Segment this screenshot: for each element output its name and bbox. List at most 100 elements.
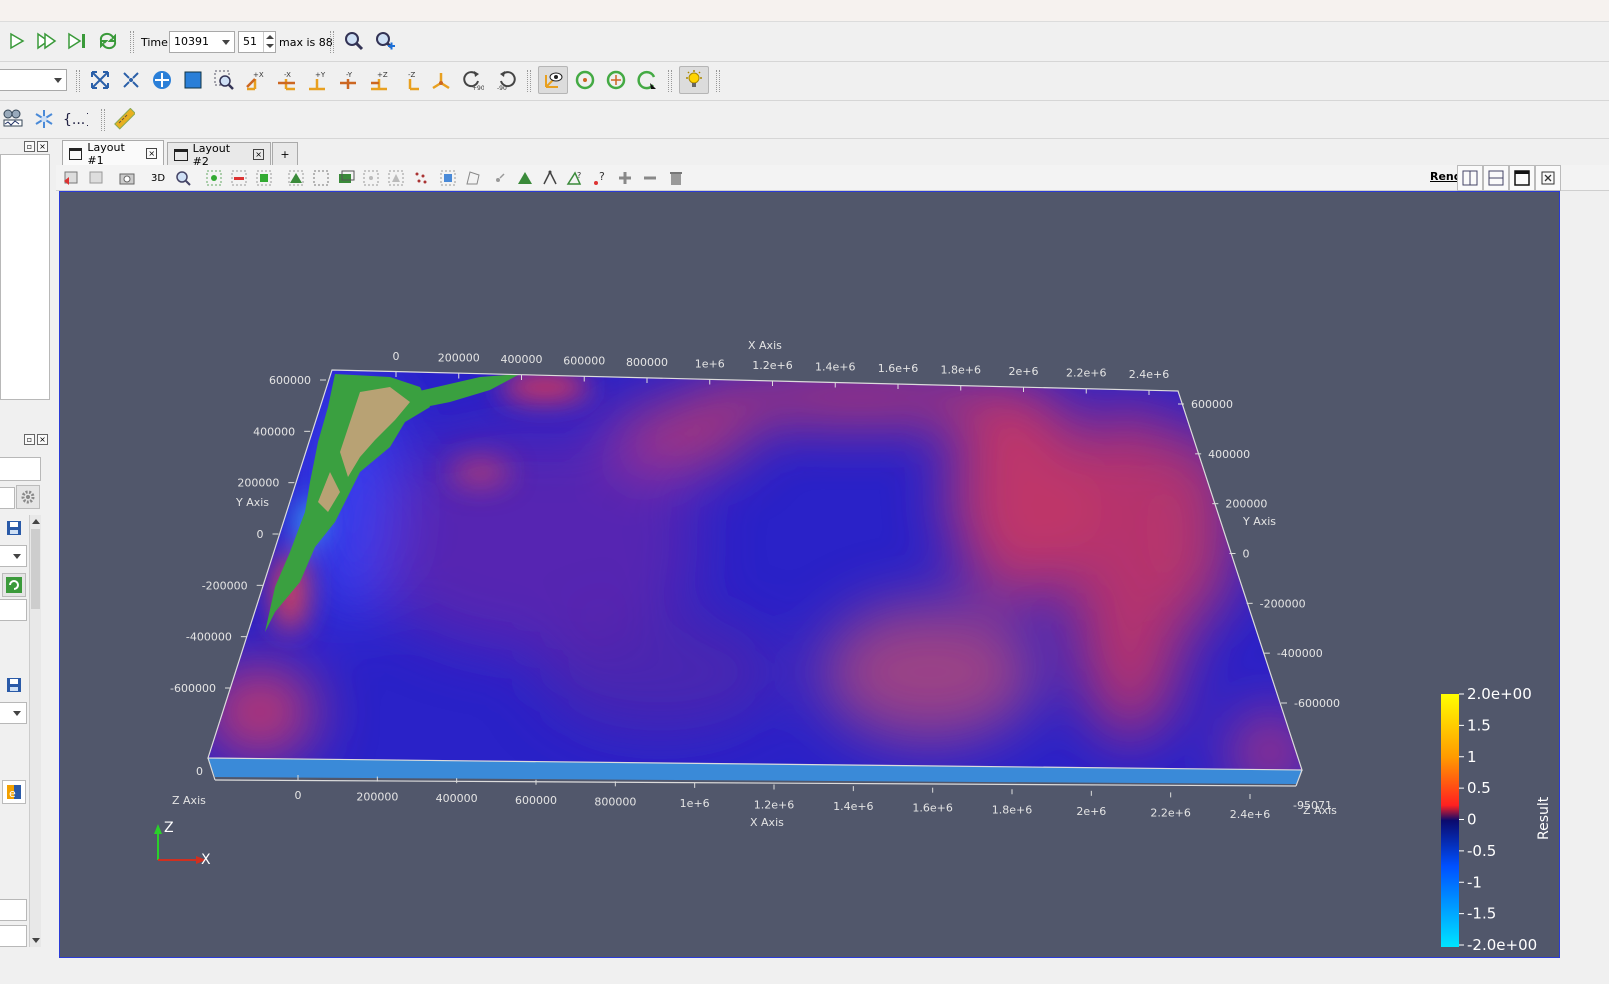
zoom-selection-icon[interactable]: [170, 165, 196, 191]
time-combo[interactable]: 10391: [169, 31, 235, 53]
interactive-select-icon[interactable]: [358, 165, 384, 191]
zoom-closest-icon[interactable]: [372, 28, 398, 54]
select-polygon-icon[interactable]: [435, 165, 461, 191]
step-forward-icon[interactable]: [33, 28, 59, 54]
refresh-icon[interactable]: [2, 573, 26, 597]
light-kit-icon[interactable]: [679, 66, 709, 94]
view-plus-z-icon[interactable]: +Z: [366, 67, 392, 93]
hover-points-icon[interactable]: [383, 165, 409, 191]
edit-color-map-icon[interactable]: e: [2, 780, 26, 804]
interaction-mode-icon[interactable]: [149, 67, 175, 93]
timestep-spinbox[interactable]: 51: [238, 31, 276, 53]
axis-tick-label: 1.6e+6: [878, 362, 918, 375]
edit-label-icon[interactable]: ?: [562, 165, 588, 191]
view-minus-z-icon[interactable]: -Z: [397, 67, 423, 93]
extract-selection-icon[interactable]: [487, 165, 513, 191]
toggle-3d-button[interactable]: 3D: [145, 165, 171, 191]
tab-layout-1[interactable]: Layout #1 ×: [62, 140, 164, 167]
rotate-minus-90-icon[interactable]: -90: [494, 67, 520, 93]
macros-icon[interactable]: {...}: [62, 106, 88, 132]
view-minus-y-icon[interactable]: -Y: [335, 67, 361, 93]
save-icon[interactable]: [2, 673, 26, 697]
zoom-out-icon[interactable]: [637, 165, 663, 191]
scrollbar-thumb[interactable]: [31, 529, 40, 609]
spin-arrows-icon[interactable]: [263, 32, 275, 52]
close-icon[interactable]: ×: [253, 149, 264, 160]
tab-layout-2[interactable]: Layout #2 ×: [167, 142, 271, 168]
trash-icon[interactable]: [663, 165, 689, 191]
undo-camera-icon[interactable]: [58, 165, 84, 191]
rotate-plus-90-icon[interactable]: +90: [459, 67, 485, 93]
toolbar-grip[interactable]: [668, 70, 672, 92]
axis-tick-label: 0: [393, 350, 400, 363]
view-plus-y-icon[interactable]: +Y: [304, 67, 330, 93]
dropdown-field[interactable]: [0, 545, 27, 567]
last-frame-icon[interactable]: [64, 28, 90, 54]
close-panel-icon[interactable]: ×: [37, 141, 48, 152]
redo-camera-icon[interactable]: [83, 165, 109, 191]
save-icon[interactable]: [2, 516, 26, 540]
render-scene[interactable]: 0 200000 400000 600000 800000 1e+6 1.2e+6 1.4e+…: [60, 192, 1560, 958]
properties-input[interactable]: [0, 899, 27, 921]
split-vertical-icon[interactable]: [1483, 165, 1509, 191]
toolbar-grip[interactable]: [527, 70, 531, 92]
select-points-icon[interactable]: [283, 165, 309, 191]
view-plus-x-icon[interactable]: +X: [242, 67, 268, 93]
zoom-to-box-icon[interactable]: [211, 67, 237, 93]
isometric-view-icon[interactable]: [428, 67, 454, 93]
zoom-to-data-icon[interactable]: [341, 28, 367, 54]
properties-input[interactable]: [0, 925, 27, 947]
scroll-down-icon[interactable]: [32, 938, 40, 943]
close-panel-icon[interactable]: ×: [37, 434, 48, 445]
add-point-icon[interactable]: [512, 165, 538, 191]
maximize-icon[interactable]: [1509, 165, 1535, 191]
view-minus-x-icon[interactable]: -X: [273, 67, 299, 93]
help-point-icon[interactable]: ?: [587, 165, 613, 191]
pick-center-mouse-icon[interactable]: [634, 67, 660, 93]
toolbar-grip[interactable]: [716, 70, 720, 92]
add-tab-button[interactable]: +: [272, 142, 298, 166]
dropdown-field[interactable]: [0, 702, 27, 724]
properties-input[interactable]: [0, 487, 15, 509]
colorbar-label: -1.5: [1467, 905, 1496, 923]
toolbar-grip[interactable]: [76, 70, 80, 92]
axis-tick-label: 1e+6: [680, 797, 710, 810]
properties-input[interactable]: [0, 599, 27, 621]
close-icon[interactable]: ×: [146, 148, 158, 159]
select-frustum-icon[interactable]: [308, 165, 334, 191]
python-shell-icon[interactable]: [31, 106, 57, 132]
properties-scrollbar[interactable]: [29, 515, 41, 947]
split-horizontal-icon[interactable]: [1457, 165, 1483, 191]
ruler-icon[interactable]: [111, 106, 137, 132]
reset-cube-icon[interactable]: [180, 67, 206, 93]
toolbar-grip[interactable]: [330, 31, 334, 53]
capture-screenshot-icon[interactable]: [114, 165, 140, 191]
grow-selection-icon[interactable]: [251, 165, 277, 191]
center-axes-visibility-icon[interactable]: [538, 66, 568, 94]
render-view[interactable]: 0 200000 400000 600000 800000 1e+6 1.2e+6 1.4e+…: [59, 191, 1560, 958]
float-panel-icon[interactable]: ▫: [24, 434, 35, 445]
float-panel-icon[interactable]: ▫: [24, 141, 35, 152]
play-icon[interactable]: [3, 28, 29, 54]
reset-center-icon[interactable]: [572, 67, 598, 93]
pick-center-icon[interactable]: [603, 67, 629, 93]
select-polygon-cells-icon[interactable]: [460, 165, 486, 191]
reset-camera-icon[interactable]: [87, 67, 113, 93]
gear-icon[interactable]: [16, 485, 40, 509]
scroll-up-icon[interactable]: [32, 519, 40, 524]
deselect-icon[interactable]: [226, 165, 252, 191]
search-field[interactable]: [0, 457, 41, 481]
close-view-icon[interactable]: [1535, 165, 1561, 191]
reset-camera-closest-icon[interactable]: [118, 67, 144, 93]
toolbar-grip[interactable]: [101, 109, 105, 131]
hover-cells-icon[interactable]: [408, 165, 434, 191]
select-blocks-icon[interactable]: [333, 165, 359, 191]
toolbar-grip[interactable]: [130, 31, 134, 53]
select-cells-icon[interactable]: [201, 165, 227, 191]
memory-inspector-icon[interactable]: [0, 106, 26, 132]
zoom-in-icon[interactable]: [612, 165, 638, 191]
representation-combo[interactable]: [0, 69, 67, 91]
loop-icon[interactable]: [95, 28, 121, 54]
pipeline-browser[interactable]: [0, 154, 50, 400]
add-cell-icon[interactable]: [537, 165, 563, 191]
